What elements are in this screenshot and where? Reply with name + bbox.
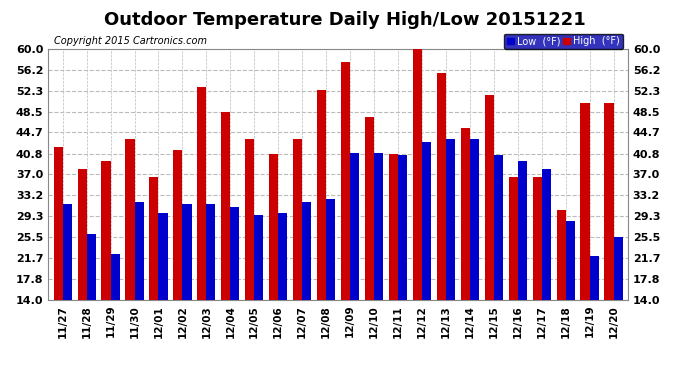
Bar	[326, 199, 335, 300]
Bar	[494, 155, 503, 300]
Bar	[110, 254, 119, 300]
Bar	[509, 177, 518, 300]
Bar	[135, 202, 144, 300]
Bar	[317, 90, 326, 300]
Bar	[437, 74, 446, 300]
Text: Copyright 2015 Cartronics.com: Copyright 2015 Cartronics.com	[54, 36, 207, 46]
Bar	[197, 87, 206, 300]
Bar	[374, 153, 383, 300]
Bar	[341, 62, 350, 300]
Bar	[173, 150, 182, 300]
Bar	[533, 177, 542, 300]
Bar	[413, 46, 422, 300]
Bar	[77, 169, 87, 300]
Bar	[245, 139, 255, 300]
Bar	[63, 204, 72, 300]
Bar	[422, 142, 431, 300]
Bar	[580, 104, 589, 300]
Bar	[604, 104, 613, 300]
Bar	[269, 154, 278, 300]
Bar	[350, 153, 359, 300]
Bar	[589, 256, 599, 300]
Bar	[566, 221, 575, 300]
Bar	[461, 128, 470, 300]
Bar	[278, 213, 287, 300]
Text: Outdoor Temperature Daily High/Low 20151221: Outdoor Temperature Daily High/Low 20151…	[104, 11, 586, 29]
Bar	[446, 139, 455, 300]
Bar	[365, 117, 374, 300]
Bar	[389, 154, 398, 300]
Legend: Low  (°F), High  (°F): Low (°F), High (°F)	[504, 33, 623, 50]
Bar	[159, 213, 168, 300]
Bar	[518, 161, 527, 300]
Bar	[126, 139, 135, 300]
Bar	[484, 95, 494, 300]
Bar	[221, 112, 230, 300]
Bar	[182, 204, 192, 300]
Bar	[149, 177, 159, 300]
Bar	[206, 204, 215, 300]
Bar	[470, 139, 479, 300]
Bar	[230, 207, 239, 300]
Bar	[613, 237, 622, 300]
Bar	[255, 215, 264, 300]
Bar	[542, 169, 551, 300]
Bar	[101, 161, 110, 300]
Bar	[293, 139, 302, 300]
Bar	[557, 210, 566, 300]
Bar	[87, 234, 96, 300]
Bar	[302, 202, 311, 300]
Bar	[398, 155, 407, 300]
Bar	[54, 147, 63, 300]
